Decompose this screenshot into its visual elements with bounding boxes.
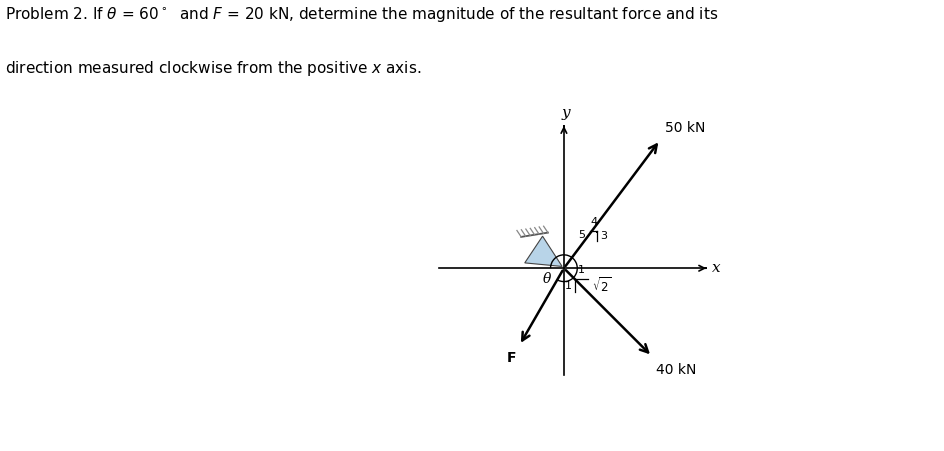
Text: 50 kN: 50 kN (665, 121, 705, 135)
Text: 4: 4 (589, 217, 597, 227)
Text: x: x (711, 261, 719, 275)
Text: F: F (506, 351, 515, 365)
Text: y: y (561, 106, 569, 120)
Text: θ: θ (542, 272, 550, 286)
Text: $\sqrt{2}$: $\sqrt{2}$ (591, 276, 611, 295)
Text: Problem 2. If $\theta$ = 60$^\circ$  and $F$ = 20 kN, determine the magnitude of: Problem 2. If $\theta$ = 60$^\circ$ and … (5, 5, 717, 23)
Polygon shape (524, 236, 562, 267)
Text: 1: 1 (565, 281, 571, 291)
Text: 3: 3 (599, 230, 606, 240)
Text: 1: 1 (578, 265, 584, 276)
Text: 40 kN: 40 kN (655, 364, 695, 377)
Text: 5: 5 (578, 230, 585, 239)
Text: direction measured clockwise from the positive $x$ axis.: direction measured clockwise from the po… (5, 59, 421, 78)
